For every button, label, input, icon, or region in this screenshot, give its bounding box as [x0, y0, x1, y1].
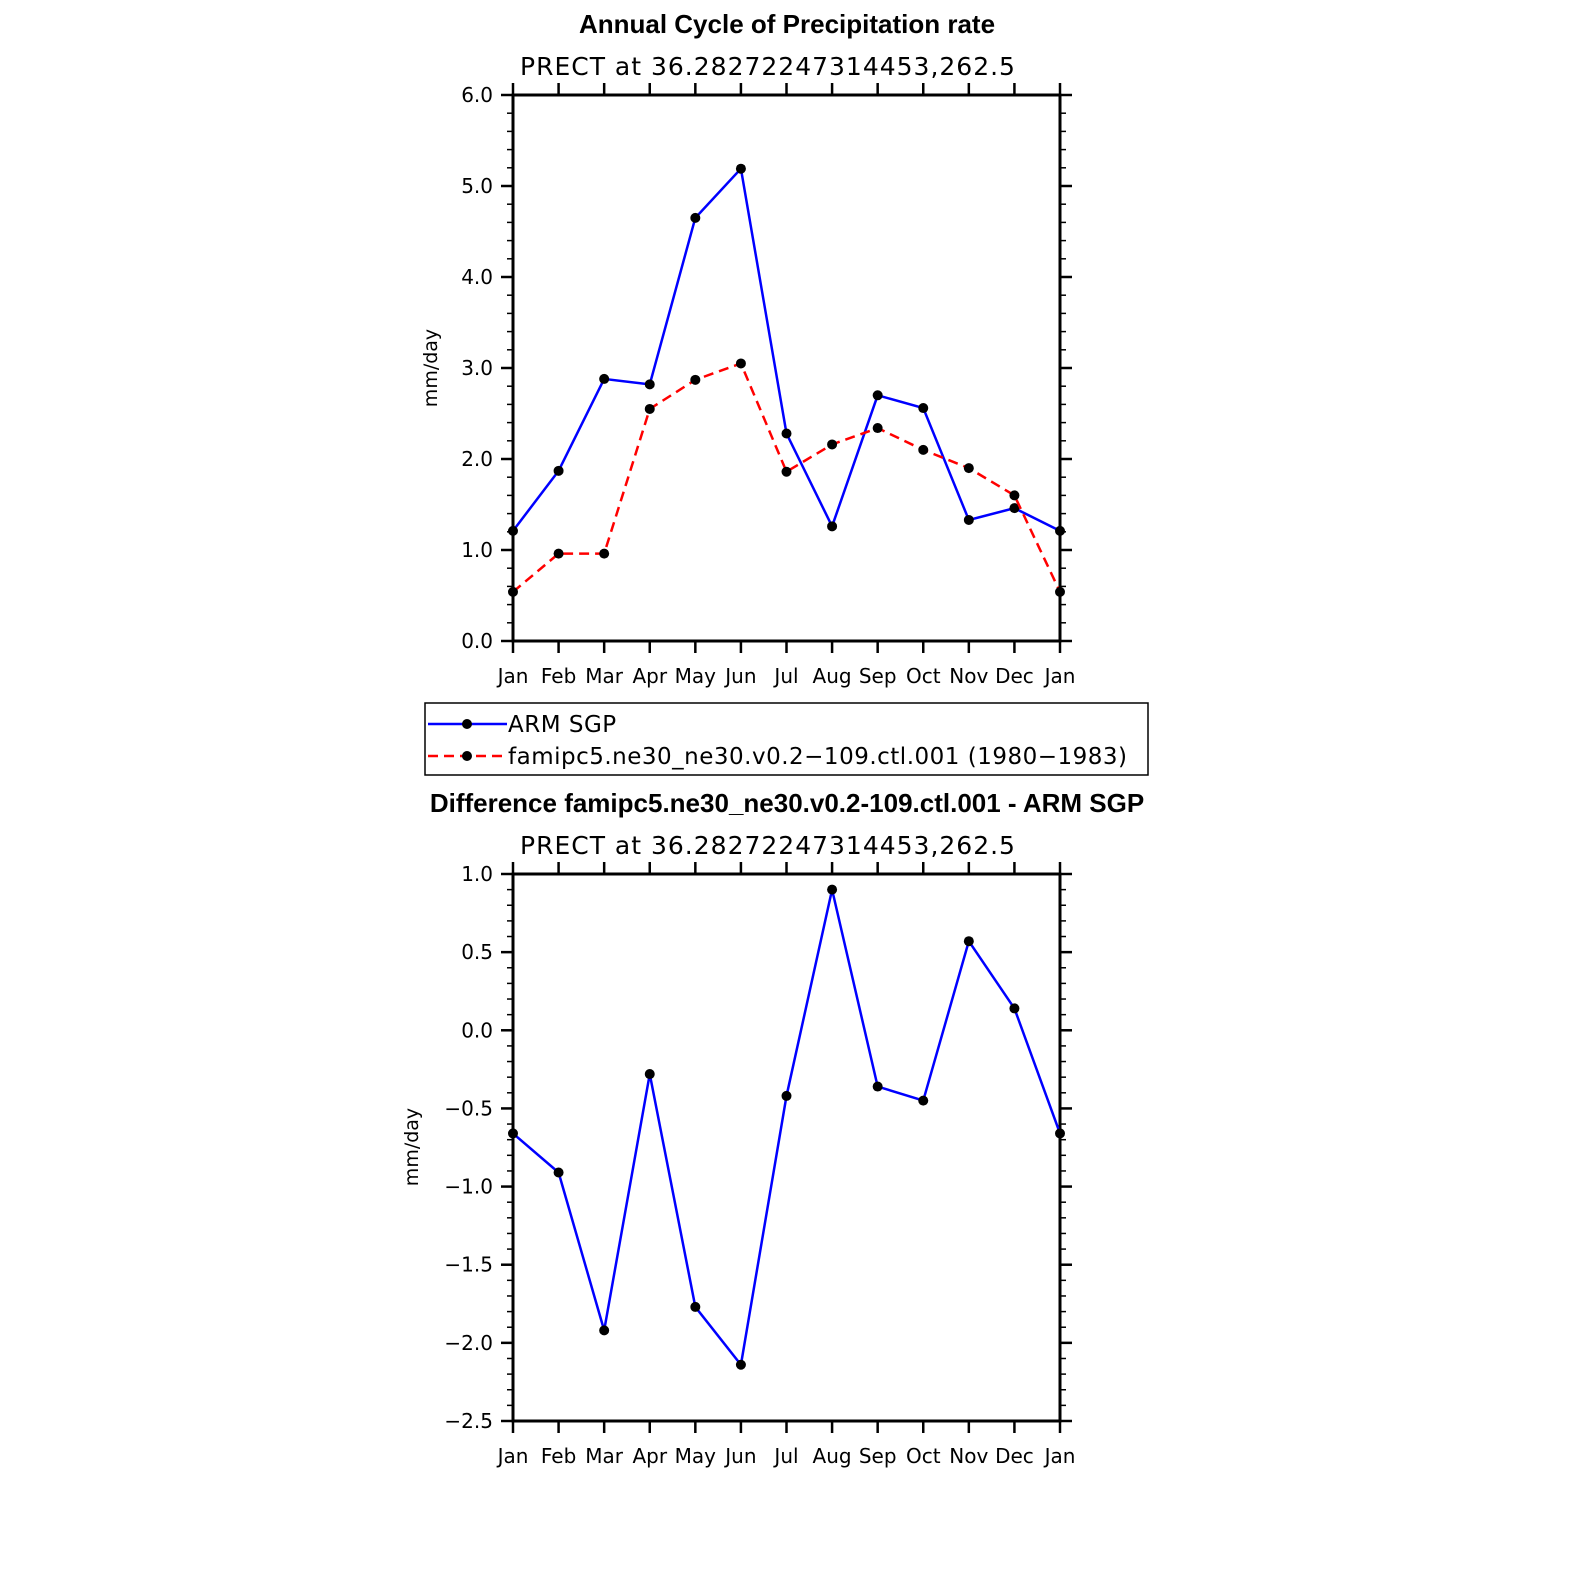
chart2-series-0-line [512, 889, 1062, 1368]
chart2-ytick-label: −0.5 [444, 1096, 493, 1120]
chart1-series-1-point [508, 586, 518, 597]
chart1-ytick-label: 1.0 [461, 538, 493, 562]
chart2-xtick-label: Jan [496, 1444, 529, 1468]
chart2-xtick-label: Apr [632, 1444, 667, 1468]
chart2-series-0-point [508, 1128, 518, 1139]
chart1-ytick-label: 6.0 [461, 83, 493, 107]
chart1-xtick-label: Oct [906, 664, 941, 688]
chart1-series-1-point [690, 374, 701, 385]
chart2-xtick-label: Feb [541, 1444, 576, 1468]
chart2-xtick-label: Dec [995, 1444, 1034, 1468]
chart1-subtitle: PRECT at 36.28272247314453,262.5 [520, 52, 1016, 81]
chart1-title: Annual Cycle of Precipitation rate [579, 9, 995, 39]
chart1-series-0-point [1055, 525, 1065, 536]
chart2-series-0-point [918, 1095, 929, 1106]
chart1-series-0-point [599, 373, 610, 384]
chart2-ytick-label: −1.5 [444, 1253, 493, 1277]
chart2-series-0-point [735, 1359, 746, 1370]
chart1-xtick-label: Feb [541, 664, 576, 688]
chart2-ytick-label: 1.0 [461, 862, 493, 886]
chart1-ytick-label: 5.0 [461, 174, 493, 198]
chart2-series-0-point [781, 1090, 792, 1101]
chart1-series-0-point [735, 163, 746, 174]
chart1-legend: ARM SGP famipc5.ne30_ne30.v0.2−109.ctl.0… [424, 702, 1149, 776]
legend-box [424, 702, 1149, 776]
chart2-ytick-label: 0.0 [461, 1018, 493, 1042]
chart1-series-0-point [872, 390, 883, 401]
chart1-xtick-label: Jul [772, 664, 798, 688]
chart2-series-0-point [644, 1069, 655, 1080]
chart1-series-1-point [963, 463, 974, 474]
chart1-series-0-point [508, 525, 518, 536]
chart1-series-0-point [827, 521, 838, 532]
chart1-xtick-label: Aug [813, 664, 852, 688]
chart2-series-0-point [1055, 1128, 1065, 1139]
chart1-ytick-label: 2.0 [461, 447, 493, 471]
chart1-frame [511, 93, 1062, 643]
chart1-xtick-label: Jan [1043, 664, 1076, 688]
chart2-xtick-label: Sep [859, 1444, 897, 1468]
chart1-series-1-point [781, 466, 792, 477]
chart1-series-1-point [918, 444, 929, 455]
chart1-series-1-point [1055, 586, 1065, 597]
chart1-series-1-point [599, 548, 610, 559]
chart1-ylabel: mm/day [420, 329, 442, 407]
chart1-series-1-point [827, 439, 838, 450]
chart2-ytick-label: −2.0 [444, 1331, 493, 1355]
legend-marker-model [462, 751, 472, 761]
chart1-xtick-label: Jun [723, 664, 756, 688]
chart1-ytick-label: 4.0 [461, 265, 493, 289]
chart1-xtick-label: Apr [632, 664, 667, 688]
chart2-plot: −2.5 −2.0 −1.5 −1.0 −0.5 0.0 0.5 1.0 Jan Feb Mar Ap… [444, 862, 1075, 1468]
chart2-xtick-label: Aug [813, 1444, 852, 1468]
chart2-xtick-label: Mar [585, 1444, 624, 1468]
chart1-xtick-label: May [675, 664, 717, 688]
chart2-series-0-point [553, 1167, 564, 1178]
legend-label-model: famipc5.ne30_ne30.v0.2−109.ctl.001 (1980… [508, 744, 1128, 770]
chart1-xtick-label: Sep [859, 664, 897, 688]
chart1-ytick-label: 0.0 [461, 629, 493, 653]
chart2-xtick-label: May [675, 1444, 717, 1468]
chart2-xtick-label: Jan [1043, 1444, 1076, 1468]
chart2-series-0-point [872, 1081, 883, 1092]
chart2-ytick-label: −2.5 [444, 1409, 493, 1433]
chart1-xtick-label: Dec [995, 664, 1034, 688]
chart2-series-0-point [599, 1325, 610, 1336]
chart2-series-0-point [1009, 1003, 1020, 1014]
chart1-series-0-point [918, 403, 929, 414]
chart1-series-1-point [872, 423, 883, 434]
chart2-xtick-label: Jul [772, 1444, 798, 1468]
chart1-series-0-point [781, 428, 792, 439]
chart2-xtick-label: Jun [723, 1444, 756, 1468]
chart1-xtick-label: Jan [496, 664, 529, 688]
chart2-xtick-label: Nov [949, 1444, 988, 1468]
chart1-xtick-label: Mar [585, 664, 624, 688]
chart2-ylabel: mm/day [401, 1108, 423, 1186]
chart1-series-1-point [644, 403, 655, 414]
legend-label-arm: ARM SGP [508, 712, 617, 738]
chart1-series-0-point [963, 514, 974, 525]
chart1-series-0-point [690, 212, 701, 223]
chart1-series-1-point [1009, 490, 1020, 501]
chart1-series-0-point [644, 379, 655, 390]
chart2-series-0-point [963, 936, 974, 947]
chart1-plot: 0.0 1.0 2.0 3.0 4.0 5.0 6.0 Jan Feb Mar Apr May Jun J… [461, 83, 1075, 688]
chart2-series-0-point [827, 884, 838, 895]
chart2-subtitle: PRECT at 36.28272247314453,262.5 [520, 831, 1016, 860]
chart1-series-0-point [553, 465, 564, 476]
chart2-series-0-point [690, 1301, 701, 1312]
chart2-title: Difference famipc5.ne30_ne30.v0.2-109.ct… [430, 788, 1144, 818]
chart1-xtick-label: Nov [949, 664, 988, 688]
legend-marker-arm [462, 719, 472, 729]
chart2-xtick-label: Oct [906, 1444, 941, 1468]
chart1-series-1-point [553, 548, 564, 559]
chart1-series-0-point [1009, 503, 1020, 514]
chart1-ytick-label: 3.0 [461, 356, 493, 380]
chart1-series-1-point [735, 358, 746, 369]
chart2-ytick-label: 0.5 [461, 940, 493, 964]
chart2-ytick-label: −1.0 [444, 1175, 493, 1199]
